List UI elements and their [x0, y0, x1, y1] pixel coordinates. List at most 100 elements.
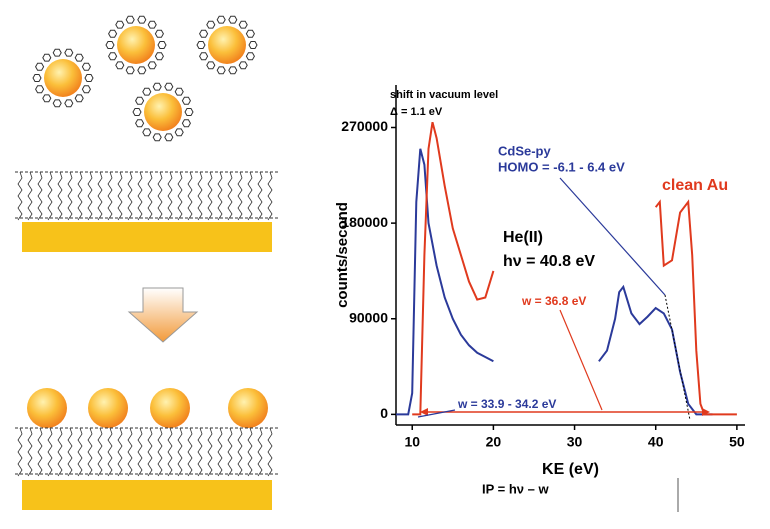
alkyl-chain	[167, 171, 173, 221]
nanoparticle	[88, 388, 128, 428]
alkyl-chain	[217, 171, 223, 221]
annotation: w = 33.9 - 34.2 eV	[457, 397, 556, 411]
annotation: shift in vacuum level	[390, 89, 498, 101]
alkyl-chain	[257, 427, 263, 477]
alkyl-chain	[127, 171, 133, 221]
ligand	[238, 61, 248, 70]
y-tick-label: 0	[380, 405, 388, 421]
annotation: Δ = 1.1 eV	[390, 106, 443, 118]
alkyl-chain	[137, 171, 143, 221]
ligand	[105, 41, 115, 49]
x-axis-label: KE (eV)	[542, 461, 599, 478]
y-tick-label: 180000	[341, 214, 388, 230]
alkyl-chain	[87, 171, 93, 221]
ligand	[81, 85, 91, 94]
annotation: He(II)	[503, 229, 543, 246]
gold-substrate	[22, 480, 272, 510]
ligand	[142, 87, 152, 96]
annotation: hν = 40.8 eV	[503, 253, 595, 270]
alkyl-chain	[117, 427, 123, 477]
gold-substrate	[22, 222, 272, 252]
homo-pointer	[559, 177, 666, 296]
ligand	[137, 66, 147, 75]
alkyl-chain	[27, 171, 33, 221]
ligand	[174, 87, 184, 96]
nanoparticle	[208, 26, 246, 64]
alkyl-chain	[187, 171, 193, 221]
alkyl-chain	[177, 427, 183, 477]
x-tick-label: 40	[648, 434, 664, 450]
alkyl-chain	[127, 427, 133, 477]
alkyl-chain	[227, 427, 233, 477]
alkyl-chain	[67, 427, 73, 477]
ligand	[108, 52, 118, 61]
ligand	[137, 15, 147, 24]
alkyl-chain	[197, 171, 203, 221]
ligand	[245, 29, 255, 38]
ligand	[154, 29, 164, 38]
alkyl-chain	[17, 427, 23, 477]
alkyl-chain	[207, 427, 213, 477]
y-axis-label: counts/second	[334, 202, 351, 308]
ligand	[152, 82, 162, 91]
ligand	[228, 66, 238, 75]
alkyl-chain	[187, 427, 193, 477]
alkyl-chain	[247, 427, 253, 477]
alkyl-chain	[57, 427, 63, 477]
ligand	[216, 66, 226, 75]
ligand	[142, 128, 152, 137]
plot: 0 90000 180000 270000 10 20 30 40 50 KE (eV) count…	[334, 85, 745, 512]
ligand	[199, 29, 209, 38]
ligand	[74, 53, 84, 62]
ligand	[35, 62, 45, 71]
ligand	[52, 99, 62, 108]
alkyl-chain	[67, 171, 73, 221]
ligand	[206, 61, 216, 70]
y-tick-label: 270000	[341, 118, 388, 134]
ligand	[35, 85, 45, 94]
ligand	[147, 20, 157, 29]
ligand	[216, 15, 226, 24]
annotation: HOMO = -6.1 - 6.4 eV	[498, 159, 625, 174]
x-tick-label: 20	[486, 434, 502, 450]
ligand	[42, 94, 52, 103]
alkyl-chain	[87, 427, 93, 477]
ligand	[248, 41, 258, 49]
alkyl-chain	[237, 427, 243, 477]
ligand	[164, 82, 174, 91]
ligand	[52, 48, 62, 57]
series-line	[412, 121, 737, 416]
ligand	[157, 41, 167, 49]
alkyl-chain	[227, 171, 233, 221]
ligand	[115, 20, 125, 29]
ligand	[181, 119, 191, 128]
ligand	[74, 94, 84, 103]
ligand	[154, 52, 164, 61]
alkyl-chain	[257, 171, 263, 221]
alkyl-chain	[217, 427, 223, 477]
ligand	[228, 15, 238, 24]
series-label: CdSe-py	[498, 143, 552, 158]
ligand	[135, 119, 145, 128]
alkyl-chain	[47, 171, 53, 221]
pointer-blue	[417, 409, 456, 418]
alkyl-chain	[157, 427, 163, 477]
ligand	[181, 96, 191, 105]
ligand	[84, 74, 94, 82]
ligand	[125, 15, 135, 24]
schematic	[15, 15, 278, 510]
alkyl-chain	[77, 171, 83, 221]
ligand	[135, 96, 145, 105]
ligand	[42, 53, 52, 62]
nanoparticle	[228, 388, 268, 428]
series-line	[396, 148, 713, 416]
ligand	[199, 52, 209, 61]
alkyl-chain	[47, 427, 53, 477]
ligand	[125, 66, 135, 75]
series-label: clean Au	[662, 177, 728, 194]
alkyl-chain	[107, 427, 113, 477]
ligand	[32, 74, 42, 82]
alkyl-chain	[237, 171, 243, 221]
alkyl-chain	[207, 171, 213, 221]
